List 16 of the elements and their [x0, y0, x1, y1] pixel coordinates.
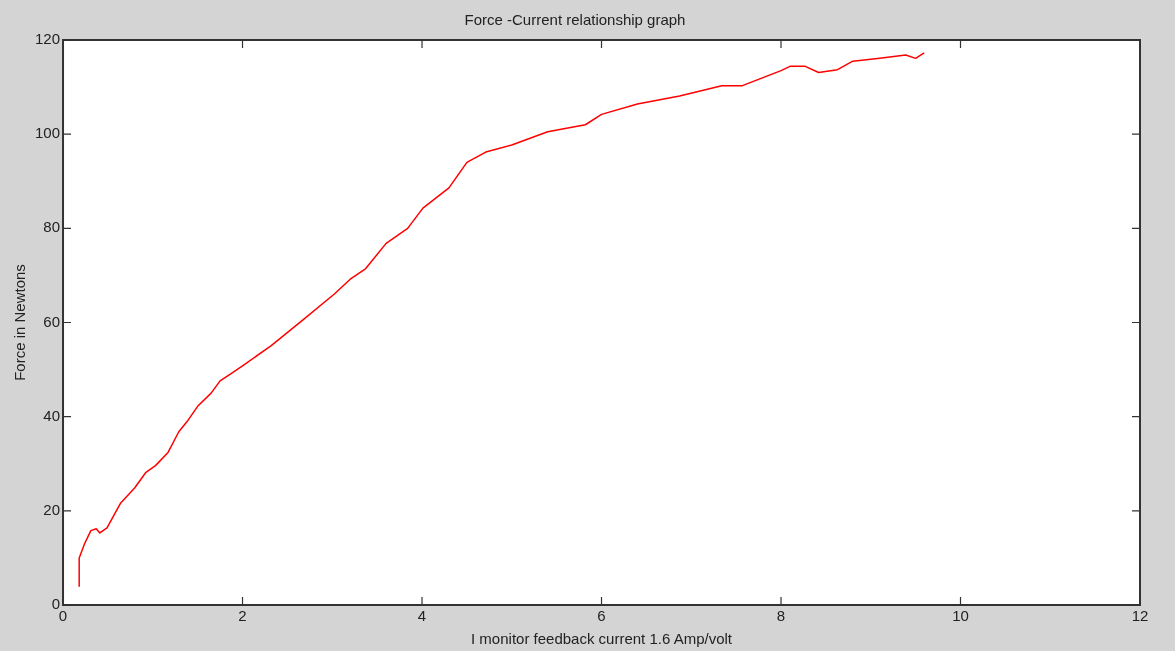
y-tick-label: 100 — [35, 124, 61, 142]
x-tick-label: 12 — [1131, 607, 1149, 625]
x-tick-label: 10 — [952, 607, 969, 625]
x-tick-label: 2 — [238, 607, 247, 625]
chart-title: Force -Current relationship graph — [464, 11, 686, 29]
y-tick-label: 60 — [43, 312, 61, 330]
x-tick-label: 6 — [597, 607, 606, 625]
x-tick-label: 4 — [417, 607, 427, 625]
y-axis-title: Force in Newtons — [11, 264, 29, 381]
y-tick-label: 120 — [35, 30, 61, 48]
x-axis-title: I monitor feedback current 1.6 Amp/volt — [471, 630, 733, 648]
y-tick-label: 40 — [43, 406, 61, 424]
x-tick-label: 8 — [776, 607, 786, 625]
y-tick-label: 80 — [43, 218, 61, 236]
y-tick-label: 20 — [43, 500, 61, 518]
y-tick-label: 0 — [51, 595, 61, 613]
